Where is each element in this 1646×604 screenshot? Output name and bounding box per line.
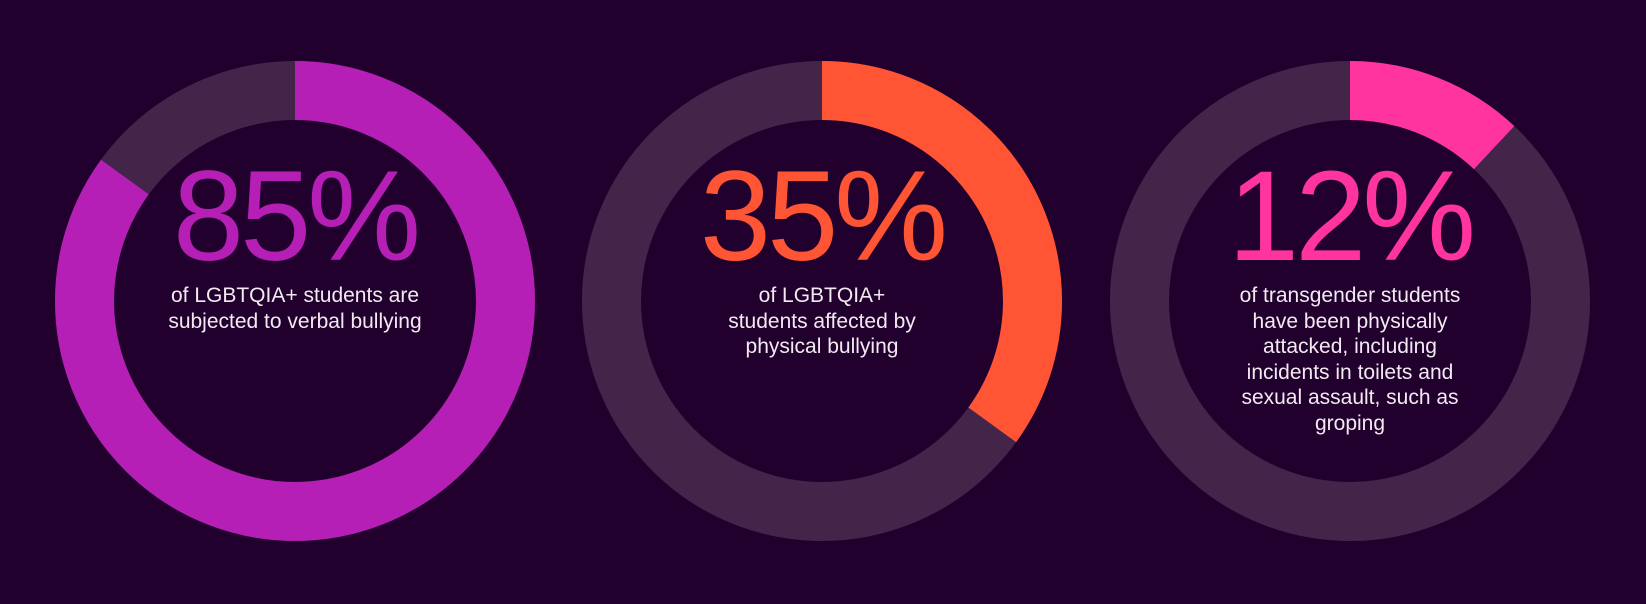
donut-label: 85% of LGBTQIA+ students are subjected t… xyxy=(150,153,440,334)
donut-chart-physical-bullying: 35% of LGBTQIA+ students affected by phy… xyxy=(572,51,1072,551)
stat-description: of LGBTQIA+ students are subjected to ve… xyxy=(168,284,422,333)
stat-percentage: 85% xyxy=(172,145,421,288)
donut-value-arc xyxy=(582,61,1062,541)
donut-ring xyxy=(582,61,1062,541)
donut-ring xyxy=(1110,61,1590,541)
stat-description: of transgender students have been physic… xyxy=(1239,284,1461,435)
donut-value-arc xyxy=(1110,61,1590,541)
donut-ring xyxy=(55,61,535,541)
stat-percentage: 35% xyxy=(699,145,948,288)
donut-value-arc xyxy=(55,61,535,541)
donut-chart-verbal-bullying: 85% of LGBTQIA+ students are subjected t… xyxy=(45,51,545,551)
donut-label: 12% of transgender students have been ph… xyxy=(1205,153,1495,436)
donut-label: 35% of LGBTQIA+ students affected by phy… xyxy=(677,153,967,360)
stat-description: of LGBTQIA+ students affected by physica… xyxy=(728,284,916,358)
stat-percentage: 12% xyxy=(1227,145,1476,288)
donut-chart-transgender-attacks: 12% of transgender students have been ph… xyxy=(1100,51,1600,551)
